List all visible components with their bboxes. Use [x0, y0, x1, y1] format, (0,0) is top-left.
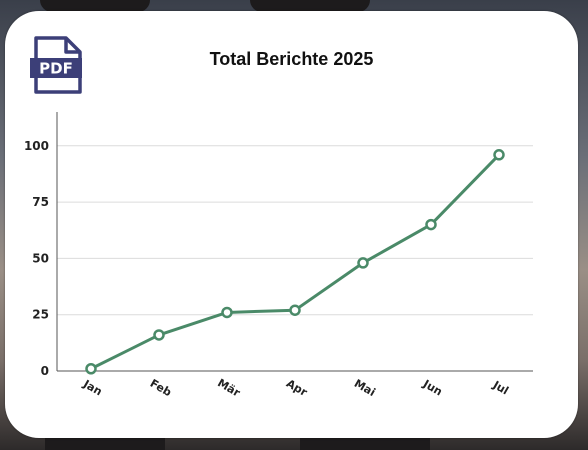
chart-title: Total Berichte 2025 — [209, 49, 374, 69]
chart-card: PDF Total Berichte 2025 — [5, 11, 578, 438]
pdf-file-icon[interactable]: PDF — [30, 36, 84, 94]
backdrop-shape-left — [40, 0, 150, 12]
y-tick-label: 100 — [24, 139, 49, 153]
x-tick-label: Feb — [148, 377, 174, 400]
x-tick-label: Jan — [80, 377, 104, 398]
data-point[interactable] — [357, 257, 369, 269]
x-tick-label: Jul — [490, 378, 511, 398]
series-line — [90, 153, 501, 371]
y-tick-label: 50 — [32, 251, 49, 265]
data-point[interactable] — [85, 362, 97, 375]
data-point[interactable] — [289, 304, 301, 316]
x-tick-label: Apr — [284, 377, 310, 399]
data-point[interactable] — [221, 306, 233, 319]
x-tick-label: Mär — [215, 376, 243, 399]
backdrop-shape-right — [250, 0, 370, 12]
backdrop-shape-bottom-left — [45, 438, 165, 450]
pdf-icon-label: PDF — [39, 60, 73, 78]
backdrop-shape-bottom-right — [300, 438, 430, 450]
x-tick-label: Mai — [352, 377, 378, 399]
data-point[interactable] — [425, 218, 437, 231]
x-tick-label: Jun — [420, 377, 444, 399]
y-tick-label: 25 — [32, 308, 49, 322]
data-point[interactable] — [153, 329, 165, 341]
y-tick-label: 0 — [41, 364, 49, 378]
data-point[interactable] — [493, 149, 505, 161]
y-tick-label: 75 — [32, 195, 49, 209]
